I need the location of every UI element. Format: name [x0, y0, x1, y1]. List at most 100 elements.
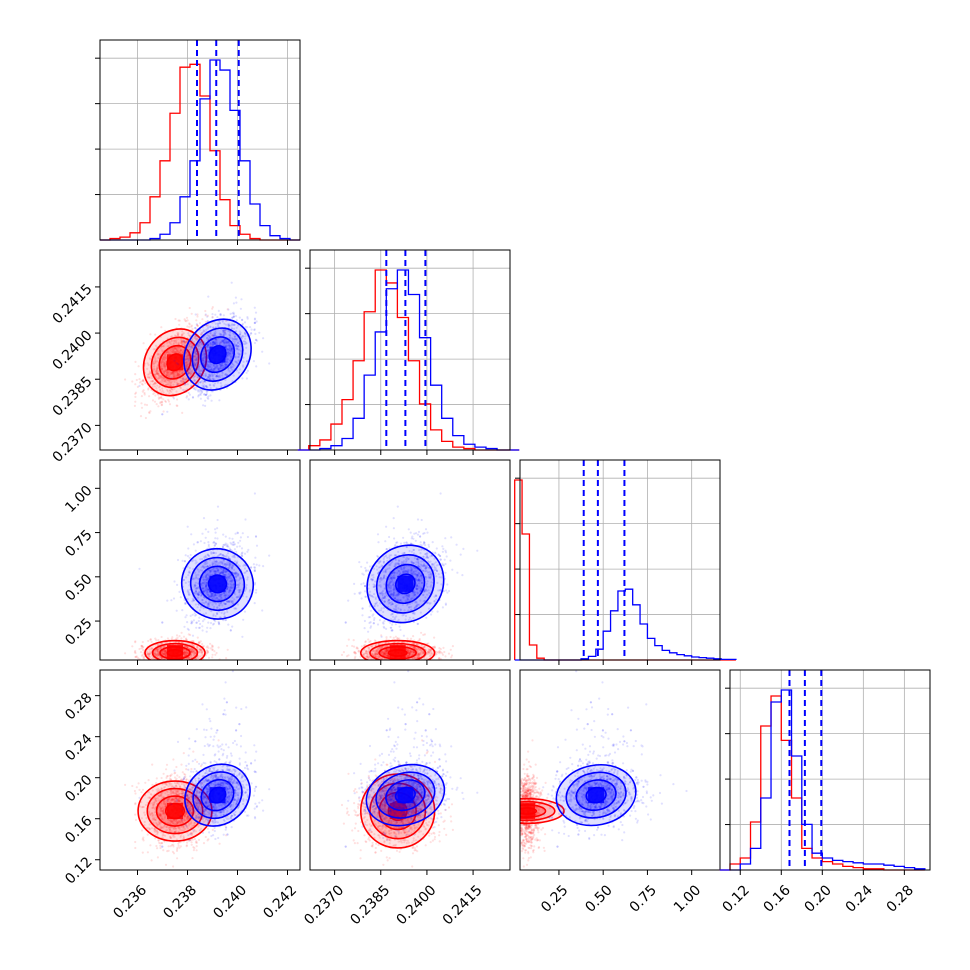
scatter-point — [191, 613, 194, 616]
scatter-point — [181, 330, 184, 333]
scatter-point — [134, 360, 137, 363]
scatter-point — [230, 281, 233, 284]
scatter-point — [230, 346, 233, 350]
scatter-point — [216, 527, 219, 530]
scatter-point — [194, 363, 197, 366]
scatter-point — [203, 330, 206, 333]
scatter-point — [177, 342, 180, 345]
scatter-point — [209, 642, 212, 645]
scatter-point — [184, 319, 187, 322]
scatter-point — [173, 580, 176, 583]
scatter-point — [198, 648, 201, 651]
scatter-point — [210, 368, 213, 371]
scatter-point — [253, 569, 256, 573]
scatter-point — [207, 541, 210, 544]
scatter-point — [204, 393, 208, 396]
scatter-point — [178, 372, 181, 375]
scatter-point — [219, 364, 222, 367]
scatter-point — [160, 657, 163, 660]
scatter-point — [166, 637, 169, 640]
scatter-point — [161, 401, 164, 404]
scatter-point — [204, 374, 207, 378]
scatter-point — [194, 386, 197, 389]
scatter-point — [212, 622, 216, 625]
scatter-point — [185, 341, 188, 344]
scatter-point — [185, 355, 189, 358]
scatter-point — [172, 383, 175, 386]
scatter-point — [205, 392, 208, 396]
scatter-point — [238, 353, 241, 356]
scatter-point — [200, 649, 203, 652]
scatter-point — [235, 345, 238, 348]
scatter-point — [164, 649, 167, 652]
scatter-point — [228, 352, 231, 355]
scatter-point — [135, 655, 138, 658]
scatter-point — [225, 323, 228, 326]
scatter-point — [226, 360, 229, 363]
scatter-point — [171, 371, 174, 374]
scatter-point — [211, 334, 214, 337]
scatter-point — [198, 641, 201, 644]
scatter-point — [222, 340, 225, 344]
scatter-point — [160, 379, 163, 382]
scatter-point — [215, 339, 218, 342]
scatter-point — [188, 344, 191, 347]
scatter-point — [186, 370, 189, 373]
scatter-point — [225, 363, 228, 366]
scatter-point — [177, 333, 180, 336]
scatter-point — [164, 641, 167, 645]
scatter-point — [192, 654, 195, 657]
scatter-point — [179, 339, 182, 342]
scatter-point — [142, 655, 145, 659]
scatter-point — [185, 614, 188, 617]
scatter-point — [222, 314, 225, 317]
scatter-point — [211, 313, 214, 316]
scatter-point — [174, 371, 177, 374]
scatter-point — [152, 362, 155, 365]
scatter-point — [154, 344, 158, 347]
scatter-point — [247, 548, 250, 552]
scatter-point — [161, 369, 164, 372]
scatter-point — [194, 388, 197, 391]
scatter-point — [202, 357, 205, 360]
scatter-point — [148, 370, 152, 373]
scatter-point — [207, 343, 210, 346]
scatter-point — [245, 360, 249, 363]
scatter-point — [172, 348, 175, 352]
scatter-point — [161, 367, 164, 370]
scatter-point — [217, 322, 220, 325]
scatter-point — [242, 356, 245, 359]
scatter-point — [183, 318, 186, 321]
scatter-point — [203, 356, 206, 359]
scatter-point — [176, 372, 179, 375]
scatter-point — [157, 654, 160, 657]
scatter-point — [194, 362, 197, 366]
scatter-point — [160, 376, 163, 379]
scatter-point — [236, 361, 239, 364]
scatter-point — [244, 518, 247, 521]
scatter-point — [241, 318, 244, 321]
scatter-point — [206, 344, 209, 347]
scatter-point — [235, 550, 238, 554]
scatter-point — [186, 357, 189, 360]
scatter-point — [232, 312, 235, 316]
scatter-point — [189, 614, 192, 618]
contour-line — [183, 318, 252, 391]
scatter-point — [253, 602, 256, 605]
scatter-point — [207, 365, 210, 368]
scatter-point — [250, 328, 253, 331]
scatter-point — [180, 340, 183, 343]
scatter-point — [149, 638, 152, 641]
scatter-point — [159, 642, 162, 645]
scatter-point — [224, 364, 227, 367]
scatter-point — [157, 377, 161, 380]
scatter-point — [207, 295, 210, 298]
scatter-point — [196, 645, 199, 648]
scatter-point — [255, 320, 258, 323]
scatter-point — [181, 371, 184, 374]
scatter-point — [206, 386, 209, 389]
scatter-point — [246, 550, 249, 553]
scatter-point — [216, 381, 219, 384]
scatter-point — [194, 363, 197, 366]
scatter-point — [195, 359, 198, 362]
